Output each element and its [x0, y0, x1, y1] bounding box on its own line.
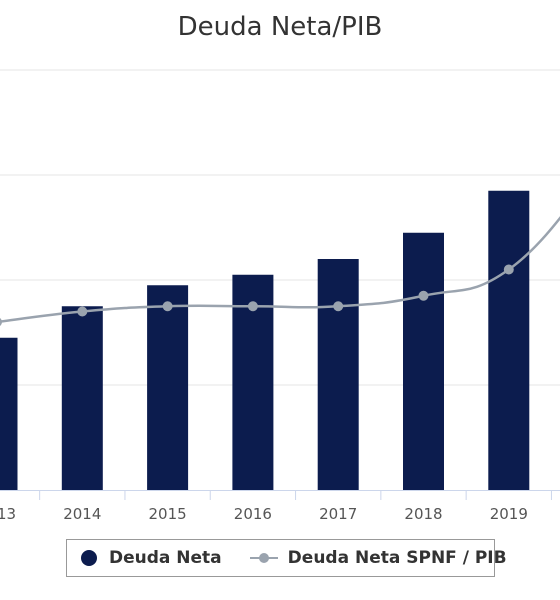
bar-2017[interactable]: [317, 259, 359, 490]
bar-2013[interactable]: [0, 337, 18, 490]
legend-item-deuda-neta-spnf-pib[interactable]: Deuda Neta SPNF / PIB: [249, 548, 507, 568]
line-point-2017[interactable]: [333, 301, 344, 312]
legend-label: Deuda Neta: [109, 548, 222, 568]
x-tick-label: 2015: [149, 505, 187, 523]
bar-series: [0, 190, 530, 490]
line-point-2016[interactable]: [247, 301, 258, 312]
bar-2018[interactable]: [403, 232, 444, 490]
line-point-2018[interactable]: [418, 290, 429, 301]
chart-title: Deuda Neta/PIB: [178, 12, 383, 42]
x-tick-label: 2013: [0, 505, 16, 523]
line-series: [0, 216, 560, 327]
x-tick-label: 2018: [404, 505, 442, 523]
line-point-2019[interactable]: [503, 264, 514, 275]
x-axis: 20132014201520162017201820192020: [0, 490, 560, 523]
line-point-2013[interactable]: [0, 317, 2, 327]
x-tick-label: 2019: [490, 505, 528, 523]
x-tick-label: 2014: [63, 505, 101, 523]
legend-line-icon: [249, 550, 278, 566]
x-tick-label: 2017: [319, 505, 357, 523]
bar-2014[interactable]: [61, 306, 103, 490]
legend: Deuda Neta Deuda Neta SPNF / PIB: [66, 539, 507, 577]
line-path: [0, 216, 560, 323]
line-point-2015[interactable]: [162, 301, 173, 312]
legend-dot-icon: [81, 550, 97, 566]
legend-label: Deuda Neta SPNF / PIB: [287, 548, 507, 568]
bar-2019[interactable]: [488, 190, 530, 490]
legend-item-deuda-neta[interactable]: Deuda Neta: [81, 548, 222, 568]
x-tick-label: 2016: [234, 505, 272, 523]
bar-2015[interactable]: [147, 285, 189, 490]
line-point-2014[interactable]: [77, 306, 88, 317]
